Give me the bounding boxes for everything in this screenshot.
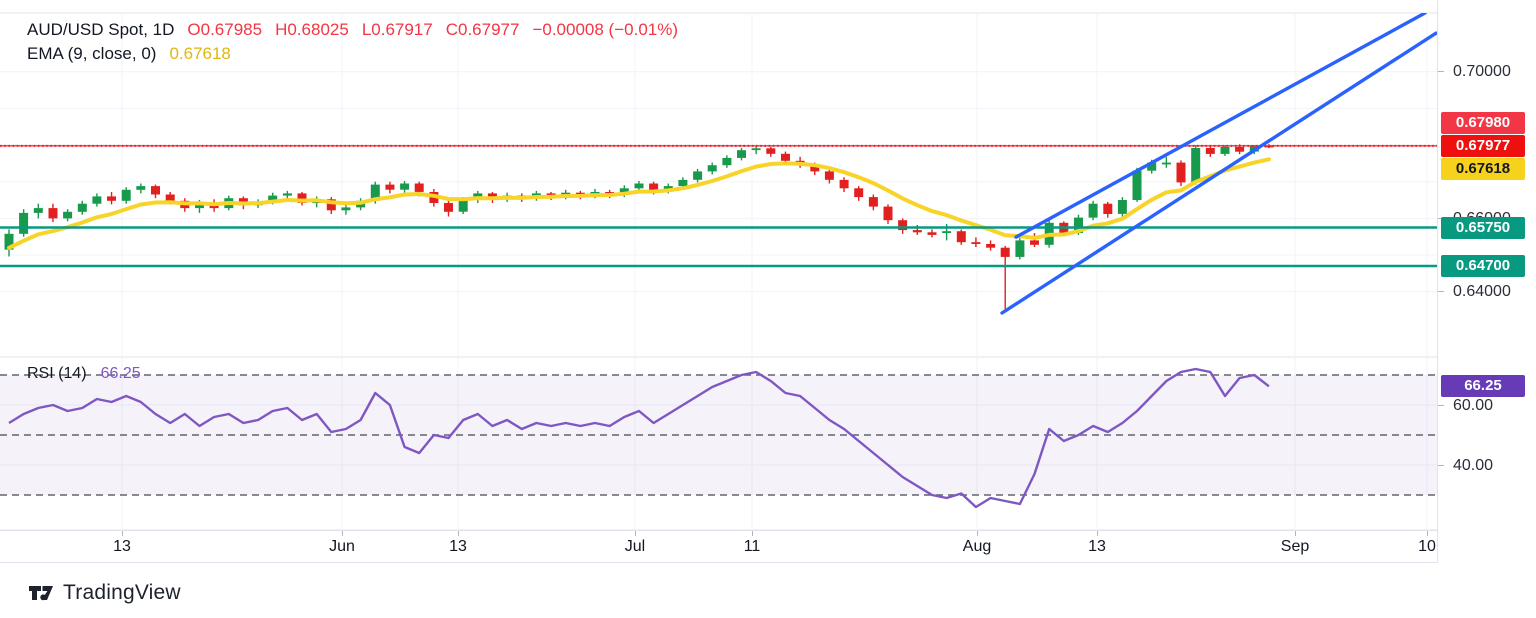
time-tick xyxy=(977,531,978,536)
time-label-10: 10 xyxy=(1418,538,1436,555)
time-label-13: 13 xyxy=(1088,538,1106,555)
ema-indicator-label[interactable]: EMA (9, close, 0) xyxy=(27,44,157,63)
symbol-title[interactable]: AUD/USD Spot, 1D xyxy=(27,20,175,39)
axis-tick xyxy=(1438,71,1444,73)
ema-line[interactable] xyxy=(7,157,1271,250)
price-badge-0.64700: 0.64700 xyxy=(1441,255,1525,278)
ema-indicator-value: 0.67618 xyxy=(169,44,231,63)
time-label-Aug: Aug xyxy=(962,538,992,555)
price-badge-66.25: 66.25 xyxy=(1441,375,1525,398)
price-badge-0.67980: 0.67980 xyxy=(1441,111,1525,134)
time-tick xyxy=(342,531,343,536)
time-tick xyxy=(1097,531,1098,536)
time-label-Jun: Jun xyxy=(329,538,355,555)
price-scale-axis[interactable]: 0.700000.660000.640000.679800.679770.676… xyxy=(1437,0,1536,563)
time-tick xyxy=(122,531,123,536)
axis-label-40.00: 40.00 xyxy=(1453,456,1494,474)
ohlc-low: L0.67917 xyxy=(361,20,433,39)
axis-tick xyxy=(1438,291,1444,293)
trend-channel[interactable] xyxy=(1000,13,1437,315)
axis-tick xyxy=(1438,404,1444,406)
axis-tick xyxy=(1438,464,1444,466)
rsi-indicator-value: 66.25 xyxy=(100,365,141,382)
price-change: −0.00008 (−0.01%) xyxy=(532,20,679,39)
axis-label-60.00: 60.00 xyxy=(1453,396,1494,414)
rsi-pane xyxy=(0,367,1437,509)
grid-lines xyxy=(0,13,1437,530)
time-tick xyxy=(752,531,753,536)
ohlc-close: C0.67977 xyxy=(445,20,520,39)
time-scale-axis[interactable]: 13 Jun 13 Jul 11 Aug 13 Sep 10 xyxy=(0,530,1437,563)
time-tick xyxy=(635,531,636,536)
time-label-Jul: Jul xyxy=(624,538,646,555)
rsi-band xyxy=(0,375,1437,495)
chart-canvas[interactable] xyxy=(0,0,1437,563)
tradingview-logo-icon xyxy=(29,586,53,601)
axis-label-0.64000: 0.64000 xyxy=(1453,283,1511,301)
time-label-11: 11 xyxy=(743,538,761,555)
tradingview-logo-text: TradingView xyxy=(63,581,181,604)
tradingview-logo[interactable]: TradingView xyxy=(28,580,181,606)
symbol-header: AUD/USD Spot, 1D O0.67985 H0.68025 L0.67… xyxy=(27,20,678,64)
time-label-Sep: Sep xyxy=(1280,538,1310,555)
price-badge-0.67618: 0.67618 xyxy=(1441,158,1525,181)
ohlc-open: O0.67985 xyxy=(187,20,263,39)
ohlc-high: H0.68025 xyxy=(275,20,349,39)
time-label-13: 13 xyxy=(113,538,131,555)
price-badge-0.67977: 0.67977 xyxy=(1441,134,1525,157)
axis-label-0.70000: 0.70000 xyxy=(1453,63,1511,81)
rsi-line xyxy=(8,367,1270,509)
time-tick xyxy=(1427,531,1428,536)
time-label-13: 13 xyxy=(449,538,467,555)
rsi-indicator-label[interactable]: RSI (14) xyxy=(27,365,87,382)
rsi-indicator-header: RSI (14) 66.25 xyxy=(27,365,141,383)
time-tick xyxy=(458,531,459,536)
time-tick xyxy=(1295,531,1296,536)
price-badge-0.65750: 0.65750 xyxy=(1441,216,1525,239)
